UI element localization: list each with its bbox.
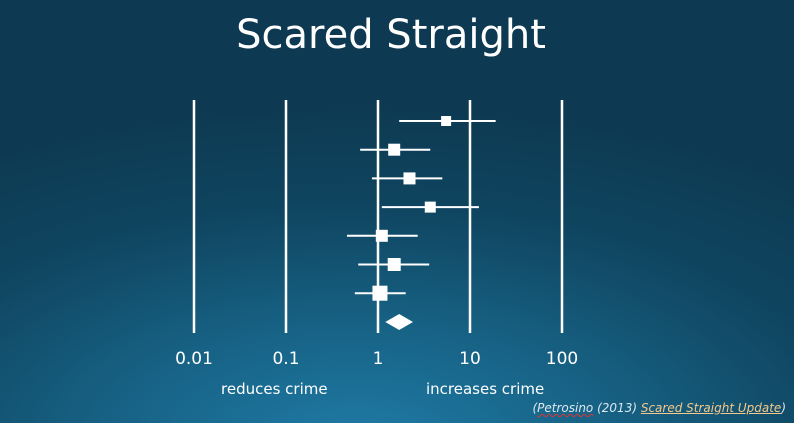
increases-crime-label: increases crime [426, 380, 545, 398]
study-estimate [375, 229, 388, 242]
reduces-crime-label: reduces crime [221, 380, 328, 398]
study-estimate [387, 258, 401, 271]
study-estimate [441, 116, 452, 126]
study-estimate [403, 172, 416, 185]
slide-title: Scared Straight [236, 12, 546, 58]
pooled-diamond [385, 314, 413, 330]
tick-label: 100 [546, 349, 578, 369]
tick-label: 0.01 [175, 349, 213, 369]
study-estimate [424, 201, 436, 213]
tick-label: 1 [373, 349, 384, 369]
citation: (Petrosino (2013) Scared Straight Update… [532, 401, 786, 415]
citation-author: Petrosino [537, 401, 594, 415]
citation-link[interactable]: Scared Straight Update [640, 401, 782, 415]
tick-label: 10 [459, 349, 481, 369]
tick-label: 0.1 [272, 349, 299, 369]
study-estimate [388, 143, 401, 156]
study-estimate [372, 285, 388, 301]
